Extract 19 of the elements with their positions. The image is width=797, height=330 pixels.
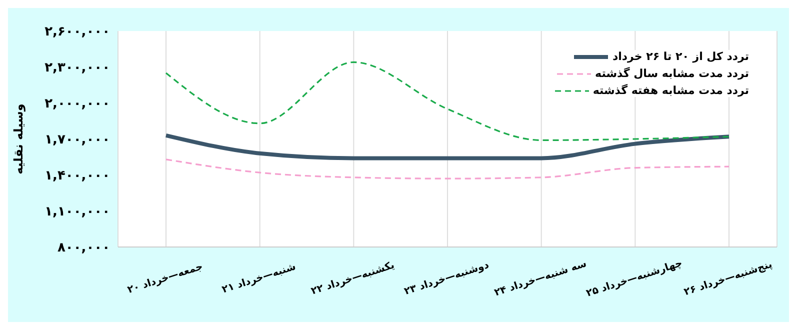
y-tick-label: ۱,۷۰۰,۰۰۰ <box>44 132 110 148</box>
y-axis-title: وسیله نقلیه <box>11 104 26 174</box>
y-tick-label: ۱,۴۰۰,۰۰۰ <box>44 168 110 184</box>
x-tick-label: چهارشنبه—خرداد ۲۵ <box>585 258 684 300</box>
y-tick-label: ۲,۶۰۰,۰۰۰ <box>44 24 110 40</box>
x-tick-label: یکشنبه—خرداد ۲۲ <box>310 260 396 298</box>
y-tick-label: ۲,۳۰۰,۰۰۰ <box>44 60 110 76</box>
x-tick-label: جمعه—خرداد ۲۰ <box>126 261 204 296</box>
legend-label: تردد مدت مشابه سال گذشته <box>595 67 749 80</box>
line-series <box>164 133 731 160</box>
legend-label: تردد کل از ۲۰ تا ۲۶ خرداد <box>612 50 749 63</box>
x-tick-label: شنبه—خرداد ۲۱ <box>220 261 298 296</box>
x-tick-label: پنج‌شنبه—خرداد ۲۶ <box>682 259 774 298</box>
y-tick-label: ۸۰۰,۰۰۰ <box>57 240 110 256</box>
x-tick-label: دوشنبه—خرداد ۲۳ <box>403 260 490 298</box>
y-tick-label: ۲,۰۰۰,۰۰۰ <box>44 96 110 112</box>
line-series <box>165 158 730 180</box>
legend-label: تردد مدت مشابه هفته گذشته <box>592 84 749 97</box>
y-tick-label: ۱,۱۰۰,۰۰۰ <box>44 204 110 220</box>
